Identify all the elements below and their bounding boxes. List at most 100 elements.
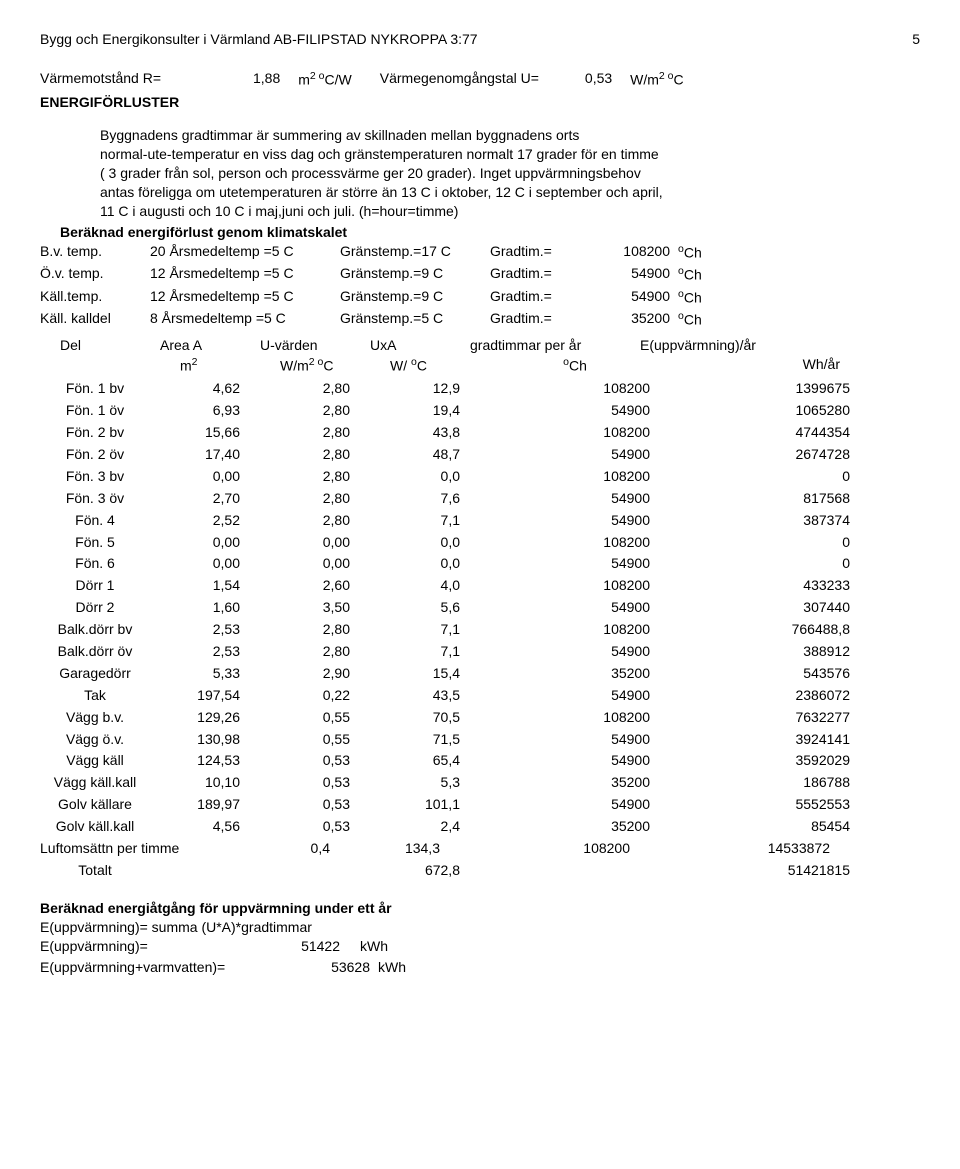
total-row: Totalt 672,8 51421815 bbox=[40, 861, 920, 880]
cell-del: Golv källare bbox=[40, 795, 150, 814]
cell-del: Fön. 3 öv bbox=[40, 489, 150, 508]
cell-uxa: 15,4 bbox=[370, 664, 480, 683]
total-label: Totalt bbox=[40, 861, 150, 880]
cell-del: Fön. 6 bbox=[40, 554, 150, 573]
cell-u: 0,53 bbox=[260, 751, 370, 770]
grans-row: B.v. temp.20 Årsmedeltemp =5 CGränstemp.… bbox=[40, 242, 920, 263]
table-row: Vägg ö.v.130,980,5571,5549003924141 bbox=[40, 730, 920, 749]
resist-row: Värmemotstånd R= 1,88 m2 oC/W Värmegenom… bbox=[40, 69, 920, 90]
cell-grad: 108200 bbox=[480, 379, 670, 398]
cell-e: 4744354 bbox=[670, 423, 870, 442]
cell-uxa: 48,7 bbox=[370, 445, 480, 464]
cell-uxa: 2,4 bbox=[370, 817, 480, 836]
foot3c: kWh bbox=[378, 958, 406, 977]
cell-u: 0,00 bbox=[260, 533, 370, 552]
cell-e: 388912 bbox=[670, 642, 870, 661]
cell-e: 307440 bbox=[670, 598, 870, 617]
grans-c2: 20 Årsmedeltemp =5 C bbox=[150, 242, 340, 263]
cell-uxa: 0,0 bbox=[370, 533, 480, 552]
cell-del: Dörr 1 bbox=[40, 576, 150, 595]
cell-u: 2,80 bbox=[260, 423, 370, 442]
cell-e: 387374 bbox=[670, 511, 870, 530]
grans-c5: 108200 bbox=[580, 242, 678, 263]
cell-uxa: 65,4 bbox=[370, 751, 480, 770]
grans-c6: oCh bbox=[678, 309, 718, 330]
cell-uxa: 5,6 bbox=[370, 598, 480, 617]
table-row: Fön. 2 bv15,662,8043,81082004744354 bbox=[40, 423, 920, 442]
grans-c2: 8 Årsmedeltemp =5 C bbox=[150, 309, 340, 330]
table-row: Fön. 3 bv0,002,800,01082000 bbox=[40, 467, 920, 486]
footer-head: Beräknad energiåtgång för uppvärmning un… bbox=[40, 899, 920, 918]
cell-del: Dörr 2 bbox=[40, 598, 150, 617]
cell-area: 10,10 bbox=[150, 773, 260, 792]
grans-c4: Gradtim.= bbox=[490, 264, 580, 285]
cell-grad: 54900 bbox=[480, 686, 670, 705]
grans-c3: Gränstemp.=9 C bbox=[340, 287, 490, 308]
cell-area: 2,70 bbox=[150, 489, 260, 508]
cell-grad: 54900 bbox=[480, 730, 670, 749]
foot2c: kWh bbox=[360, 937, 388, 956]
grans-c1: B.v. temp. bbox=[40, 242, 150, 263]
cell-grad: 54900 bbox=[480, 401, 670, 420]
cell-uxa: 43,8 bbox=[370, 423, 480, 442]
foot2a: E(uppvärmning)= bbox=[40, 937, 270, 956]
cell-area: 4,62 bbox=[150, 379, 260, 398]
grans-c6: oCh bbox=[678, 242, 718, 263]
cell-uxa: 71,5 bbox=[370, 730, 480, 749]
cell-e: 5552553 bbox=[670, 795, 870, 814]
cell-u: 2,80 bbox=[260, 467, 370, 486]
luft-val: 0,4 bbox=[240, 839, 350, 858]
cell-area: 0,00 bbox=[150, 467, 260, 486]
unit-u: W/m2 oC bbox=[280, 355, 390, 376]
table-row: Fön. 60,000,000,0549000 bbox=[40, 554, 920, 573]
cell-area: 17,40 bbox=[150, 445, 260, 464]
grans-c5: 54900 bbox=[580, 287, 678, 308]
grans-c3: Gränstemp.=9 C bbox=[340, 264, 490, 285]
total-uxa: 672,8 bbox=[370, 861, 480, 880]
cell-grad: 54900 bbox=[480, 511, 670, 530]
table-row: Garagedörr5,332,9015,435200543576 bbox=[40, 664, 920, 683]
cell-e: 766488,8 bbox=[670, 620, 870, 639]
cell-uxa: 7,1 bbox=[370, 642, 480, 661]
cell-area: 129,26 bbox=[150, 708, 260, 727]
luft-e: 14533872 bbox=[650, 839, 850, 858]
cell-u: 2,80 bbox=[260, 620, 370, 639]
cell-grad: 35200 bbox=[480, 773, 670, 792]
cell-del: Golv käll.kall bbox=[40, 817, 150, 836]
cell-grad: 54900 bbox=[480, 795, 670, 814]
table-row: Fön. 3 öv2,702,807,654900817568 bbox=[40, 489, 920, 508]
body-line-5: 11 C i augusti och 10 C i maj,juni och j… bbox=[100, 202, 860, 221]
table-row: Dörr 11,542,604,0108200433233 bbox=[40, 576, 920, 595]
resist-label2: Värmegenomgångstal U= bbox=[380, 69, 539, 90]
cell-del: Fön. 5 bbox=[40, 533, 150, 552]
cell-uxa: 43,5 bbox=[370, 686, 480, 705]
cell-e: 7632277 bbox=[670, 708, 870, 727]
grans-c4: Gradtim.= bbox=[490, 287, 580, 308]
table-row: Vägg käll124,530,5365,4549003592029 bbox=[40, 751, 920, 770]
cell-del: Vägg ö.v. bbox=[40, 730, 150, 749]
cell-grad: 54900 bbox=[480, 751, 670, 770]
cell-e: 186788 bbox=[670, 773, 870, 792]
th-uxa: UxA bbox=[370, 336, 470, 355]
cell-uxa: 19,4 bbox=[370, 401, 480, 420]
grans-row: Käll.temp.12 Årsmedeltemp =5 CGränstemp.… bbox=[40, 287, 920, 308]
cell-area: 130,98 bbox=[150, 730, 260, 749]
cell-e: 817568 bbox=[670, 489, 870, 508]
cell-uxa: 5,3 bbox=[370, 773, 480, 792]
grans-c3: Gränstemp.=17 C bbox=[340, 242, 490, 263]
resist-label1: Värmemotstånd R= bbox=[40, 69, 161, 90]
cell-u: 3,50 bbox=[260, 598, 370, 617]
cell-area: 1,60 bbox=[150, 598, 260, 617]
table-row: Balk.dörr öv2,532,807,154900388912 bbox=[40, 642, 920, 661]
cell-del: Tak bbox=[40, 686, 150, 705]
cell-area: 1,54 bbox=[150, 576, 260, 595]
cell-del: Garagedörr bbox=[40, 664, 150, 683]
cell-del: Fön. 1 bv bbox=[40, 379, 150, 398]
cell-u: 0,53 bbox=[260, 817, 370, 836]
grans-row: Ö.v. temp.12 Årsmedeltemp =5 CGränstemp.… bbox=[40, 264, 920, 285]
cell-e: 3924141 bbox=[670, 730, 870, 749]
cell-uxa: 7,6 bbox=[370, 489, 480, 508]
cell-del: Vägg b.v. bbox=[40, 708, 150, 727]
cell-del: Vägg käll.kall bbox=[40, 773, 150, 792]
table-row: Tak197,540,2243,5549002386072 bbox=[40, 686, 920, 705]
